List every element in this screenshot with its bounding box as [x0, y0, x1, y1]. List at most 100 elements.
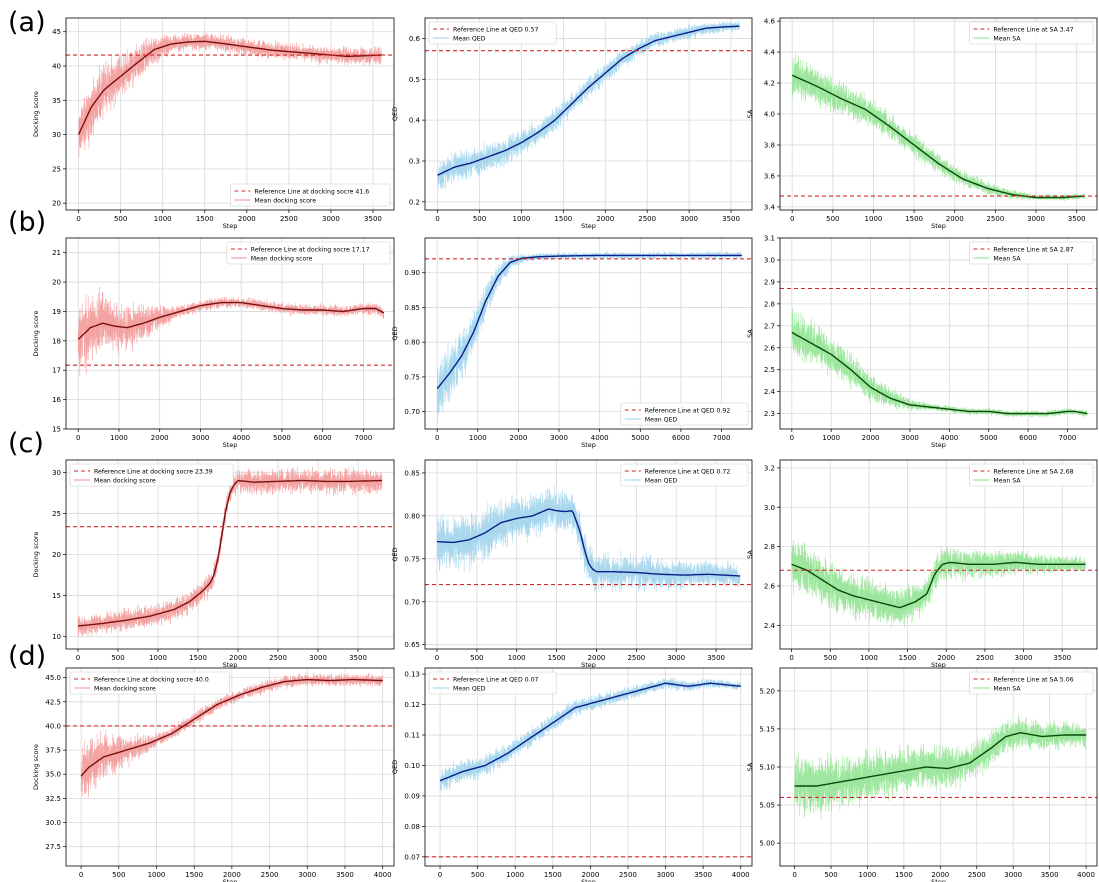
y-tick-label: 0.13	[404, 671, 420, 679]
raw-series-line	[439, 677, 741, 791]
y-tick-label: 0.75	[404, 373, 420, 381]
legend: Reference Line at QED 0.92 Mean QED	[620, 402, 749, 426]
mean-series-line	[436, 508, 741, 577]
y-tick-label: 4.4	[764, 49, 776, 57]
y-tick-label: 4.6	[764, 18, 776, 26]
y-tick-label: 2.8	[764, 543, 775, 551]
x-tick-label: 4000	[374, 871, 392, 879]
y-tick-label: 30.0	[45, 819, 61, 827]
x-tick-label: 1000	[860, 654, 878, 662]
legend-mean-label: Mean docking score	[251, 255, 313, 262]
legend-box	[69, 463, 234, 487]
x-tick-label: 500	[826, 215, 839, 223]
y-tick-label: 0.12	[404, 701, 420, 709]
y-axis-label: SA	[746, 550, 754, 559]
y-tick-label: 3.4	[764, 203, 776, 211]
x-tick-label: 1500	[905, 215, 923, 223]
x-tick-label: 2500	[280, 215, 298, 223]
plot-area	[425, 485, 752, 593]
y-tick-label: 0.80	[404, 512, 420, 520]
legend-box	[969, 21, 1094, 45]
x-tick-label: 1500	[196, 215, 214, 223]
y-tick-label: 2.7	[764, 322, 775, 330]
x-tick-label: 1500	[548, 654, 566, 662]
x-tick-label: 3000	[1027, 215, 1045, 223]
legend-reference-label: Reference Line at QED 0.72	[645, 468, 731, 475]
y-tick-label: 37.5	[45, 747, 61, 755]
chart-panel: 0 500 1000 1500 2000 2500 3000 3500 10 15 20 25 30 St…	[32, 459, 395, 669]
plot-area	[66, 466, 394, 637]
x-tick-label: 3000	[298, 871, 316, 879]
mean-series-line	[437, 25, 740, 176]
x-tick-label: 2500	[261, 871, 279, 879]
plot-area	[780, 714, 1097, 820]
x-tick-label: 3500	[707, 654, 725, 662]
y-tick-label: 35.0	[45, 771, 61, 779]
y-tick-label: 25	[52, 510, 61, 518]
x-tick-label: 2500	[619, 871, 637, 879]
x-axis-label: Step	[931, 661, 946, 669]
legend: Reference Line at QED 0.72 Mean QED	[620, 463, 749, 487]
legend: Reference Line at QED 0.07 Mean QED	[428, 671, 557, 695]
y-axis-label: QED	[391, 326, 399, 340]
row-label-a: (a)	[8, 7, 46, 38]
x-tick-label: 1000	[822, 434, 840, 442]
legend-mean-label: Mean SA	[993, 255, 1021, 262]
y-tick-label: 5.05	[759, 802, 775, 810]
x-tick-label: 3000	[657, 871, 675, 879]
chart-panel: 0 1000 2000 3000 4000 5000 6000 7000 15 16 17 18 19 2…	[32, 237, 395, 449]
legend-mean-label: Mean QED	[645, 416, 678, 423]
y-tick-label: 2.8	[764, 300, 775, 308]
legend-mean-label: Mean SA	[993, 477, 1021, 484]
x-tick-label: 2000	[223, 871, 241, 879]
x-tick-label: 500	[473, 215, 486, 223]
legend-box	[620, 402, 749, 426]
y-tick-label: 0.11	[404, 732, 420, 740]
plot-area	[66, 672, 394, 798]
mean-series-line	[791, 331, 1088, 415]
x-axis-label: Step	[223, 222, 238, 230]
legend-mean-label: Mean docking score	[94, 685, 156, 692]
legend: Reference Line at SA 2.87 Mean SA	[969, 241, 1094, 265]
x-tick-label: 1000	[859, 871, 877, 879]
y-tick-label: 0.08	[404, 823, 420, 831]
axes-frame	[424, 237, 753, 430]
x-tick-label: 1000	[506, 871, 524, 879]
x-tick-label: 2500	[269, 654, 287, 662]
x-tick-label: 5000	[980, 434, 998, 442]
x-tick-label: 3000	[309, 654, 327, 662]
x-axis-label: Step	[223, 661, 238, 669]
legend-box	[620, 463, 749, 487]
row-label-b: (b)	[8, 207, 47, 238]
x-tick-label: 0	[76, 654, 80, 662]
y-axis-label: Docking score	[32, 91, 40, 137]
x-tick-label: 5000	[631, 434, 649, 442]
raw-series-line	[436, 485, 741, 593]
mean-series-line	[436, 254, 742, 390]
x-tick-label: 3500	[1068, 215, 1086, 223]
x-tick-label: 2000	[151, 434, 169, 442]
x-tick-label: 3500	[722, 215, 740, 223]
mean-series-line	[77, 479, 383, 627]
x-tick-label: 3500	[364, 215, 382, 223]
x-tick-label: 4000	[232, 434, 250, 442]
legend-reference-label: Reference Line at SA 3.47	[993, 26, 1073, 33]
y-tick-label: 10	[52, 633, 61, 641]
legend-reference-label: Reference Line at docking socre 41.6	[254, 188, 369, 195]
x-tick-label: 1000	[865, 215, 883, 223]
chart-panel: 0 1000 2000 3000 4000 5000 6000 7000 0.70 0.75 0.8…	[391, 237, 753, 449]
x-axis-label: Step	[581, 441, 596, 449]
y-tick-label: 5.10	[759, 764, 775, 772]
x-axis-label: Step	[931, 222, 946, 230]
x-tick-label: 0	[438, 871, 442, 879]
y-axis-label: QED	[391, 547, 399, 561]
chart-panel: 0 500 1000 1500 2000 2500 3000 3500 4000 27.5 30.0…	[32, 667, 395, 882]
legend-reference-label: Reference Line at QED 0.57	[453, 26, 539, 33]
x-tick-label: 1500	[895, 871, 913, 879]
x-tick-label: 3000	[192, 434, 210, 442]
x-tick-label: 2000	[229, 654, 247, 662]
y-tick-label: 42.5	[45, 698, 61, 706]
x-axis-label: Step	[581, 222, 596, 230]
y-tick-label: 45.0	[45, 674, 61, 682]
x-tick-label: 1500	[185, 871, 203, 879]
